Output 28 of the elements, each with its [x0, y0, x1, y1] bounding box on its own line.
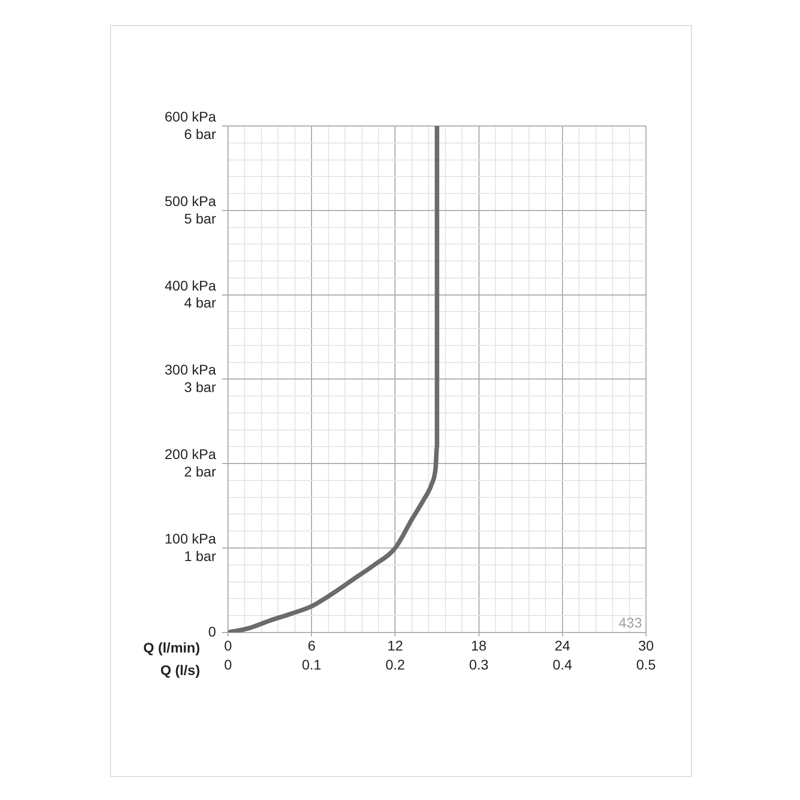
x-tick-label: 0	[224, 638, 232, 654]
y-tick-label: 300 kPa	[164, 362, 216, 378]
y2-tick-label: 3 bar	[184, 379, 216, 396]
y-tick-label: 500 kPa	[164, 192, 216, 209]
y2-tick-label: 5 bar	[184, 210, 216, 226]
y-tick-label: 200 kPa	[164, 446, 216, 462]
x-axis-title: Q (l/min)	[143, 639, 200, 656]
x-tick-label: 24	[554, 638, 570, 654]
x2-tick-label: 0.3	[469, 656, 489, 672]
y-tick-label: 0	[208, 623, 216, 640]
y-tick-label: 100 kPa	[164, 530, 216, 546]
x-tick-label: 18	[471, 638, 487, 654]
y-tick-label: 600 kPa	[164, 108, 216, 124]
y-tick-label: 400 kPa	[164, 277, 216, 294]
x-tick-label: 12	[387, 638, 404, 654]
x2-tick-label: 0.1	[302, 656, 322, 672]
y2-tick-label: 6 bar	[184, 126, 216, 142]
x2-tick-label: 0.2	[385, 656, 406, 672]
x2-axis-title: Q (l/s)	[160, 662, 200, 678]
x2-tick-label: 0	[224, 656, 232, 672]
x2-tick-label: 0.5	[636, 656, 656, 672]
annotation: 433	[618, 614, 642, 630]
x-tick-label: 6	[308, 638, 316, 654]
y2-tick-label: 1 bar	[184, 548, 216, 564]
x2-tick-label: 0.4	[552, 656, 572, 672]
y2-tick-label: 2 bar	[184, 463, 216, 480]
x-tick-label: 30	[638, 638, 654, 654]
y2-tick-label: 4 bar	[184, 294, 216, 311]
